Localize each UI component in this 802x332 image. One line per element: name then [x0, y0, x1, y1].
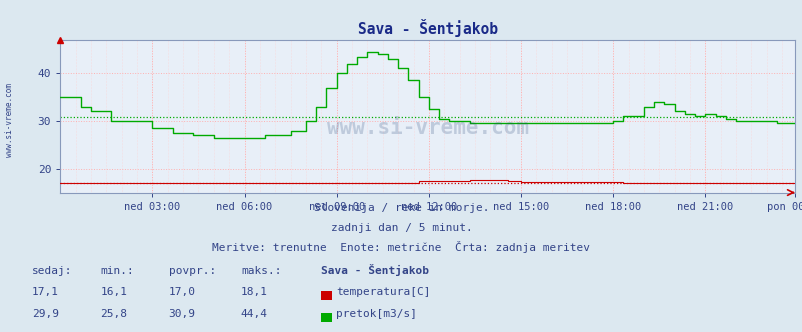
- Text: povpr.:: povpr.:: [168, 266, 216, 276]
- Text: pretok[m3/s]: pretok[m3/s]: [336, 309, 417, 319]
- Text: 30,9: 30,9: [168, 309, 196, 319]
- Title: Sava - Šentjakob: Sava - Šentjakob: [357, 19, 497, 37]
- Text: Meritve: trenutne  Enote: metrične  Črta: zadnja meritev: Meritve: trenutne Enote: metrične Črta: …: [213, 241, 589, 253]
- Text: www.si-vreme.com: www.si-vreme.com: [5, 83, 14, 156]
- Text: min.:: min.:: [100, 266, 134, 276]
- Text: 44,4: 44,4: [241, 309, 268, 319]
- Text: 17,0: 17,0: [168, 288, 196, 297]
- Text: sedaj:: sedaj:: [32, 266, 72, 276]
- Text: 29,9: 29,9: [32, 309, 59, 319]
- Text: 25,8: 25,8: [100, 309, 128, 319]
- Text: 18,1: 18,1: [241, 288, 268, 297]
- Text: 16,1: 16,1: [100, 288, 128, 297]
- Text: zadnji dan / 5 minut.: zadnji dan / 5 minut.: [330, 223, 472, 233]
- Text: www.si-vreme.com: www.si-vreme.com: [326, 119, 528, 138]
- Text: Slovenija / reke in morje.: Slovenija / reke in morje.: [314, 203, 488, 213]
- Text: maks.:: maks.:: [241, 266, 281, 276]
- Text: temperatura[C]: temperatura[C]: [336, 288, 431, 297]
- Text: 17,1: 17,1: [32, 288, 59, 297]
- Text: Sava - Šentjakob: Sava - Šentjakob: [321, 264, 428, 276]
